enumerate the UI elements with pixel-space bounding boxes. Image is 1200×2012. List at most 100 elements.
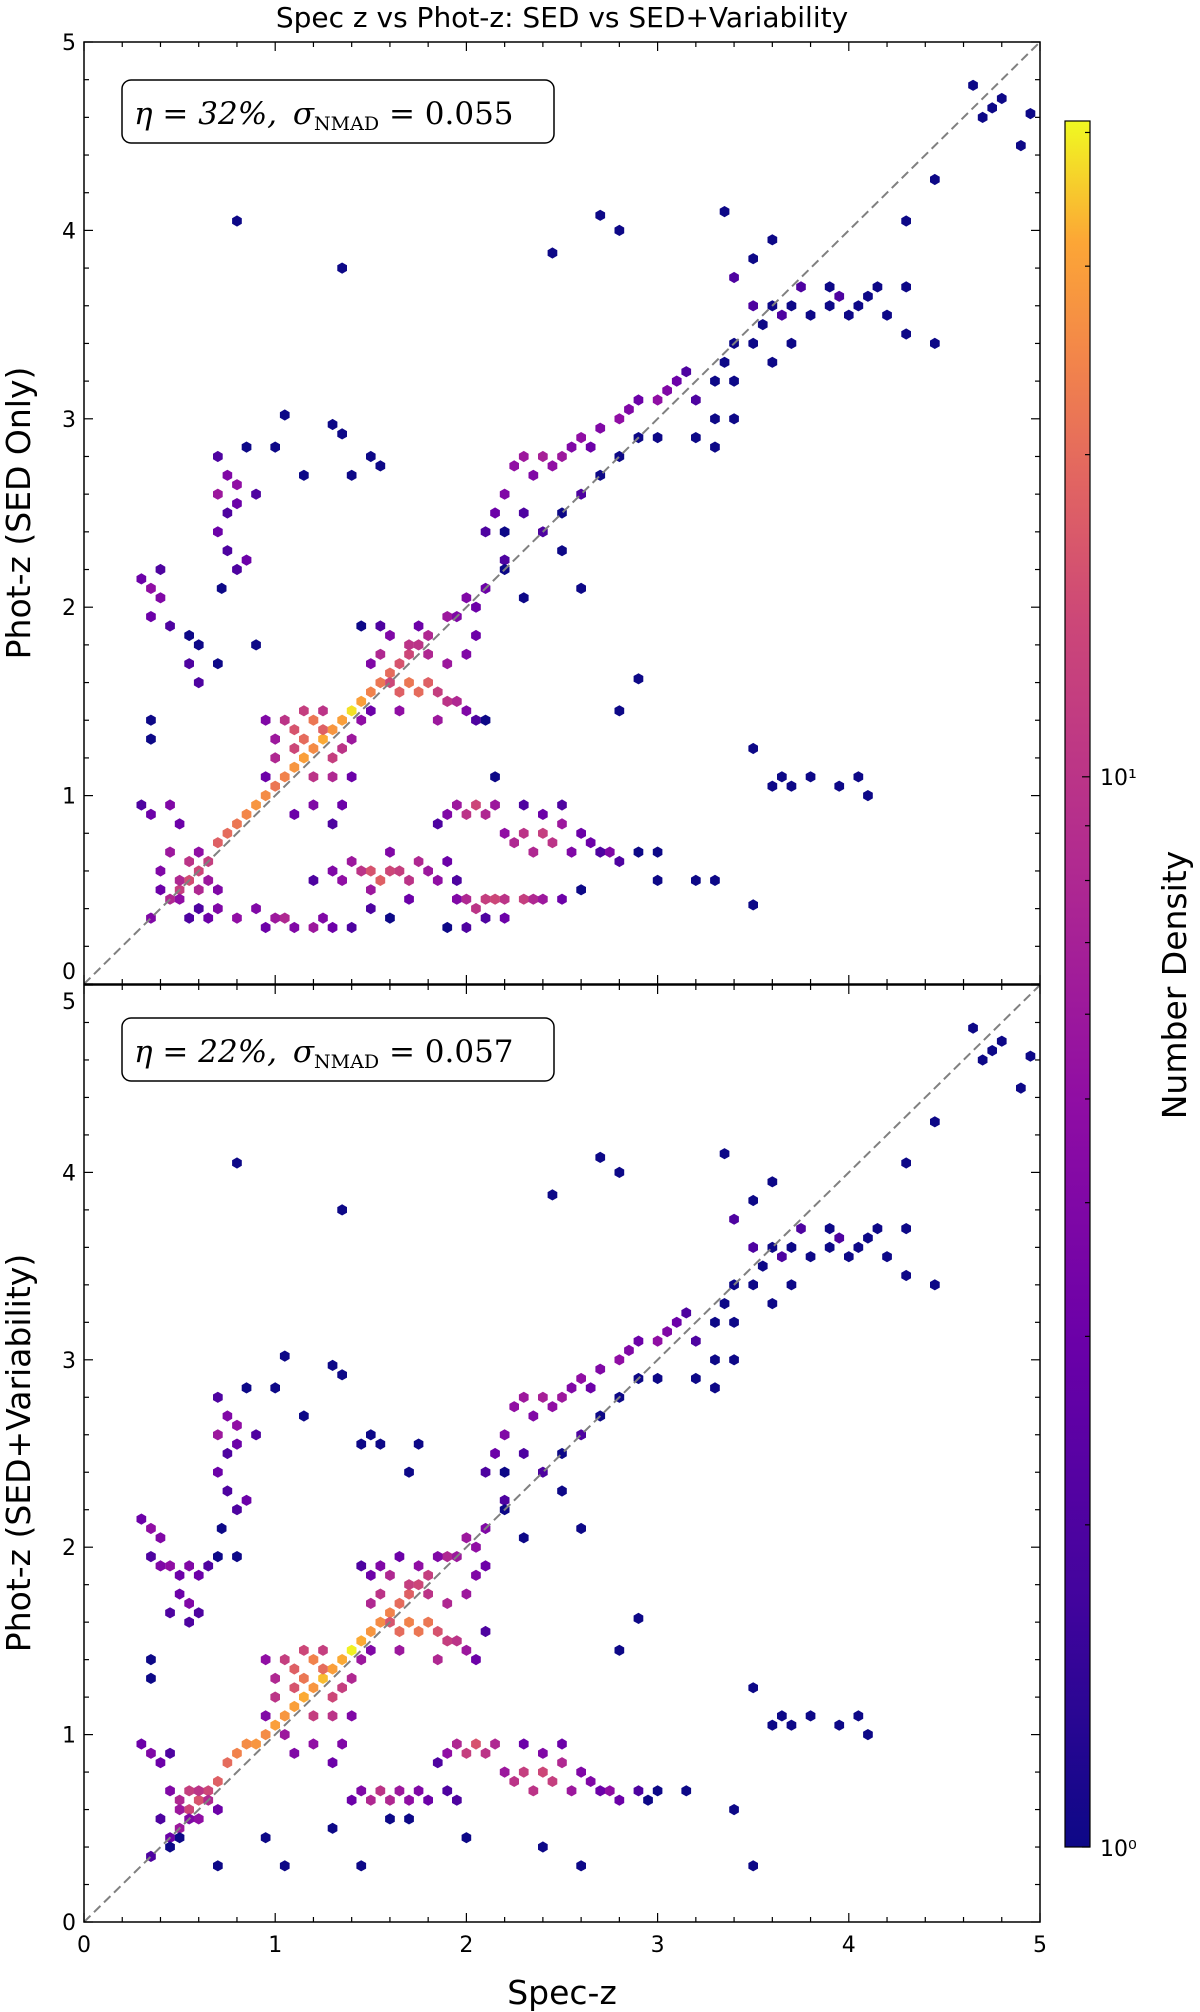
hexbin-cell bbox=[366, 1429, 376, 1441]
colorbar-tick-label: 10¹ bbox=[1100, 766, 1137, 791]
hexbin-cell bbox=[337, 1682, 347, 1694]
hexbin-cell bbox=[394, 1785, 405, 1797]
hexbin-cell bbox=[346, 1794, 357, 1806]
hexbin-cell bbox=[279, 912, 290, 924]
hexbin-cell bbox=[480, 526, 491, 538]
hexbin-cell bbox=[318, 1644, 328, 1656]
hexbin-cell bbox=[767, 1719, 778, 1731]
hexbin-cell bbox=[748, 1241, 758, 1253]
hexbin-cell bbox=[480, 1466, 491, 1478]
hexbin-cell bbox=[375, 620, 386, 632]
hexbin-cell bbox=[413, 620, 424, 632]
hexbin-cell bbox=[490, 1447, 500, 1460]
hexbin-cell bbox=[432, 874, 443, 886]
hexbin-cell bbox=[251, 903, 261, 915]
hexbin-cell bbox=[490, 893, 500, 905]
hexbin-cell bbox=[146, 1747, 156, 1759]
hexbin-cell bbox=[557, 818, 567, 830]
x-tick-label: 4 bbox=[842, 1933, 856, 1958]
hexbin-cell bbox=[222, 469, 233, 481]
hexbin-cell bbox=[748, 1279, 758, 1291]
hexbin-cell bbox=[289, 1747, 300, 1759]
hexbin-cell bbox=[165, 620, 175, 632]
hexbin-cell bbox=[652, 846, 663, 858]
hexbin-cell bbox=[518, 1766, 529, 1778]
hexbin-cell bbox=[805, 771, 816, 783]
hexbin-cell bbox=[662, 384, 672, 397]
hexbin-cell bbox=[490, 799, 500, 811]
hexbin-cell bbox=[375, 874, 386, 886]
hexbin-cell bbox=[557, 893, 567, 905]
hexbin-cell bbox=[279, 409, 290, 421]
hexbin-cell bbox=[385, 912, 395, 924]
hexbin-cell bbox=[232, 1551, 242, 1563]
hexbin-cell bbox=[375, 648, 386, 660]
hexbin-cell bbox=[327, 418, 338, 431]
hexbin-cell bbox=[748, 300, 758, 312]
hexbin-cell bbox=[528, 1410, 539, 1422]
hexbin-cell bbox=[184, 1560, 194, 1572]
y-tick-label: 2 bbox=[62, 1536, 76, 1561]
hexbin-cell bbox=[748, 1194, 758, 1207]
hexbin-cell bbox=[366, 658, 376, 670]
hexbin-cell bbox=[193, 1607, 204, 1619]
hexbin-cell bbox=[633, 394, 644, 406]
y-tick-label: 1 bbox=[62, 785, 76, 810]
hexbin-cell bbox=[423, 1569, 433, 1581]
hexbin-cell bbox=[327, 1710, 338, 1722]
hexbin-cell bbox=[777, 771, 787, 783]
hexbin-cell bbox=[136, 573, 147, 585]
hexbin-cell bbox=[432, 1625, 443, 1638]
hexbin-cell bbox=[146, 733, 156, 745]
hexbin-cell bbox=[996, 1035, 1007, 1047]
hexbin-cell bbox=[432, 714, 443, 726]
hexbin-cell bbox=[499, 1766, 510, 1778]
hexbin-cell bbox=[432, 818, 443, 830]
y-tick-label: 4 bbox=[62, 219, 76, 244]
panel-sed-variability: 0 1 2 3 4 5 0 1 2 3 4 5 bbox=[62, 984, 1047, 1958]
hexbin-cell bbox=[155, 592, 166, 604]
hexbin-cell bbox=[216, 1522, 227, 1535]
hexbin-cell bbox=[729, 413, 739, 425]
y-axis-label-top: Phot-z (SED Only) bbox=[0, 367, 38, 660]
hexbin-cell bbox=[308, 1710, 319, 1722]
y-tick-label: 3 bbox=[62, 408, 76, 433]
hexbin-cell bbox=[413, 1438, 424, 1450]
hexbin-cell bbox=[222, 1447, 233, 1460]
hexbin-cell bbox=[452, 874, 462, 886]
hexbin-cell bbox=[538, 1391, 548, 1403]
hexbin-cell bbox=[213, 1860, 223, 1872]
hexbin-cell bbox=[366, 1625, 376, 1638]
hexbin-cell bbox=[767, 780, 778, 792]
hexbin-cell bbox=[595, 1151, 606, 1163]
hexbin-cell bbox=[566, 441, 577, 453]
hexbin-cell bbox=[213, 903, 223, 915]
hexbin-cell bbox=[499, 912, 510, 924]
hexbin-cell bbox=[729, 1354, 739, 1366]
hexbin-cell bbox=[930, 1116, 940, 1128]
sigma-nmad-value-bottom: = 0.057 bbox=[379, 1034, 513, 1070]
hexbin-cell bbox=[863, 1232, 873, 1244]
hexbin-cell bbox=[155, 884, 166, 896]
hexbin-cell bbox=[222, 545, 233, 557]
hexbin-cell bbox=[585, 441, 596, 453]
hexbin-cell bbox=[595, 846, 606, 858]
hexbin-cell bbox=[748, 1682, 758, 1694]
hexbin-cell bbox=[404, 1616, 414, 1628]
hexbin-cell bbox=[987, 1045, 997, 1057]
hexbin-cell bbox=[901, 1223, 911, 1235]
hexbin-cell bbox=[136, 799, 147, 811]
hexbin-cell bbox=[394, 1551, 405, 1563]
hexbin-cell bbox=[461, 893, 472, 905]
hexbin-cell bbox=[241, 441, 252, 453]
hexbin-cell bbox=[308, 742, 319, 755]
hexbin-cell bbox=[691, 1372, 701, 1385]
hexbin-cell bbox=[270, 733, 280, 745]
hexbin-cell bbox=[624, 403, 634, 415]
hexbin-cell bbox=[232, 498, 242, 510]
hexbin-cell bbox=[251, 1738, 261, 1750]
hexbin-cell bbox=[394, 658, 405, 670]
hexbin-cell bbox=[251, 1429, 261, 1441]
hexbin-cell bbox=[901, 215, 911, 227]
